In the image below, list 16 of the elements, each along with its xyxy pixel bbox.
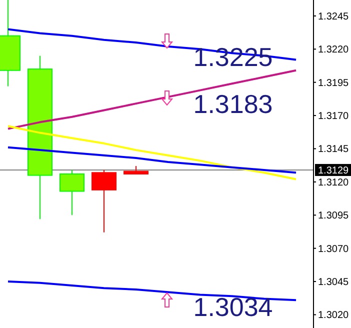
- y-tick-label: 1.3145: [318, 144, 350, 156]
- y-tick-label: 1.3195: [318, 78, 350, 89]
- y-tick-label: 1.3120: [318, 177, 350, 188]
- annotation: 1.3034: [193, 292, 273, 322]
- y-tick-label: 1.3045: [318, 277, 350, 288]
- ref-line-label: 1.3129: [318, 165, 350, 176]
- y-tick-label: 1.3170: [318, 111, 350, 122]
- y-tick-label: 1.3220: [318, 44, 350, 56]
- line-series: [7, 125, 298, 180]
- annotation: 1.3183: [193, 89, 273, 119]
- line-series: [7, 146, 298, 174]
- line-series: [7, 69, 298, 130]
- y-tick-label: 1.3020: [318, 310, 350, 322]
- y-tick-label: 1.3095: [318, 210, 350, 222]
- y-tick-label: 1.3245: [318, 11, 350, 22]
- y-tick-label: 1.3070: [318, 244, 350, 255]
